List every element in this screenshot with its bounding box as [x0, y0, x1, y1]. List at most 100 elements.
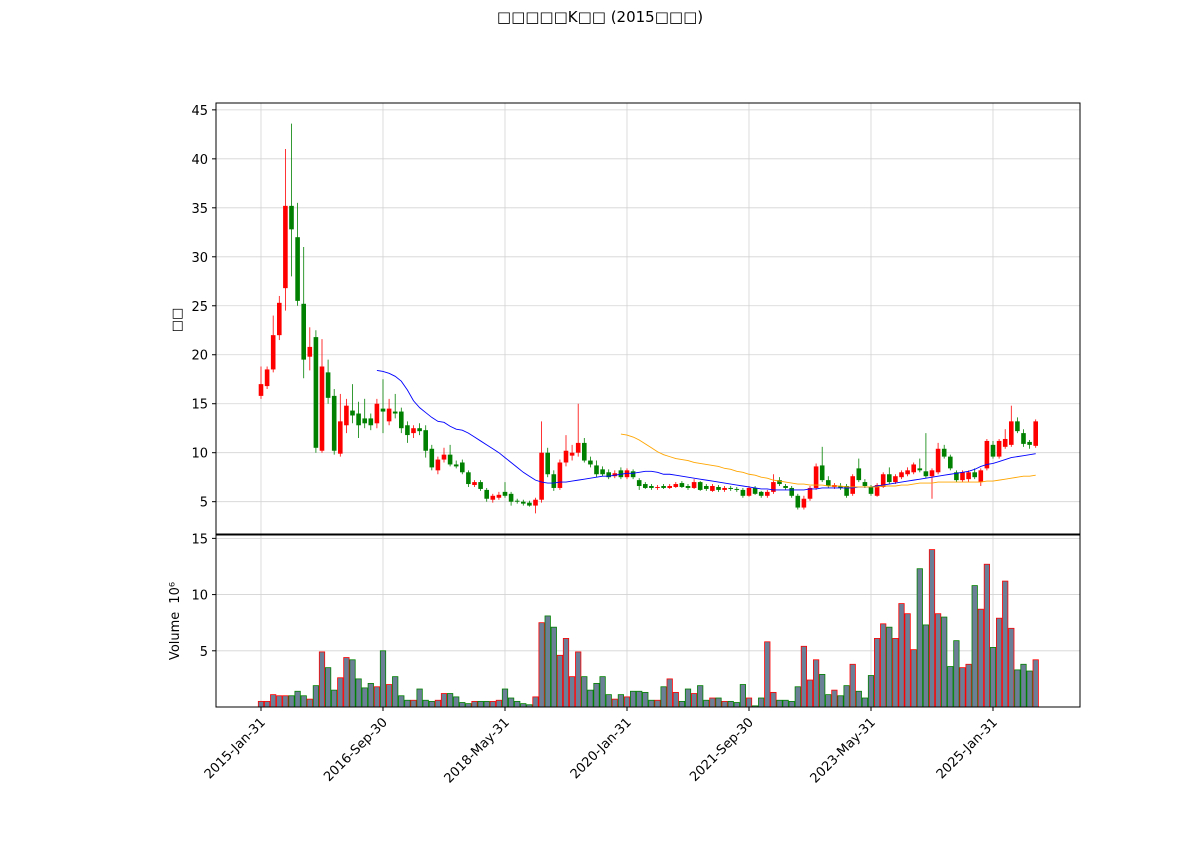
volume-bar [483, 700, 490, 708]
candle-body [948, 456, 953, 469]
volume-bar [794, 686, 801, 708]
candle-body [527, 502, 532, 506]
candle-body [563, 450, 569, 463]
candle-body [441, 454, 447, 460]
candle-body [978, 470, 984, 483]
candle-body [704, 486, 709, 489]
volume-bar [782, 699, 789, 708]
candle-body [929, 470, 935, 477]
volume-bar [776, 699, 783, 708]
candle-body [399, 411, 404, 429]
candle-body [765, 491, 770, 496]
volume-bar [349, 659, 356, 708]
candle-body [600, 469, 605, 475]
candle-body [453, 464, 459, 467]
candle-body [649, 486, 654, 488]
candle-body [661, 486, 666, 488]
candle-body [923, 471, 929, 477]
volume-bar [721, 700, 728, 708]
volume-bar [507, 697, 515, 708]
candle-body [270, 335, 276, 370]
volume-bar [928, 549, 936, 708]
volume-bar [428, 700, 435, 708]
candle-body [325, 372, 331, 398]
candle-body [405, 425, 410, 436]
volume-bar [605, 694, 612, 708]
volume-bar [849, 663, 856, 708]
volume-bar [1002, 580, 1009, 708]
volume-bar [709, 697, 716, 708]
y-tick-label: 10 [191, 447, 208, 462]
volume-bar [971, 585, 978, 708]
volume-bar [550, 626, 557, 708]
candle-body [490, 495, 496, 500]
volume-bar [654, 699, 661, 708]
candle-body [966, 472, 971, 480]
candle-body [417, 428, 422, 432]
candle-body [874, 485, 880, 496]
volume-offset-text: 10⁶ [168, 582, 183, 604]
y-tick-label: 5 [200, 496, 208, 511]
y-tick-label: 25 [191, 300, 208, 315]
y-tick-label: 20 [191, 349, 208, 364]
candle-body [697, 482, 703, 490]
candle-body [502, 491, 508, 496]
chart-title: □□□□□K□□ (2015□□□) [497, 8, 703, 26]
candle-body [795, 495, 801, 508]
volume-bar [758, 697, 765, 708]
volume-bar [727, 700, 734, 708]
candle-body [350, 410, 355, 416]
volume-bar [636, 690, 643, 708]
candle-body [289, 205, 294, 230]
volume-bar [800, 645, 808, 708]
candle-body [264, 369, 270, 387]
candle-body [1009, 421, 1014, 445]
x-tick-label: 2018-May-31 [442, 715, 513, 786]
candle-body [954, 472, 959, 481]
candle-body [496, 494, 502, 498]
volume-bar [501, 688, 509, 708]
volume-bar [410, 699, 417, 708]
candle-body [722, 487, 727, 490]
y-tick-label: 45 [191, 104, 208, 119]
candle-body [594, 465, 599, 475]
candle-body [344, 405, 349, 426]
candle-body [618, 470, 624, 478]
volume-bar [422, 699, 429, 708]
candle-body [838, 486, 843, 488]
volume-bar [270, 694, 277, 708]
candle-body [752, 487, 758, 494]
volume-bar [331, 689, 338, 708]
volume-bar [459, 702, 466, 708]
y-tick-label: 35 [191, 202, 208, 217]
volume-bar [861, 697, 869, 708]
volume-bar [678, 700, 686, 708]
x-tick-label: 2016-Sep-30 [321, 715, 391, 785]
volume-bar [788, 700, 795, 708]
volume-bar [935, 613, 942, 708]
candle-body [331, 395, 337, 451]
volume-bar [837, 695, 844, 708]
candle-body [636, 480, 642, 487]
volume-bar [263, 700, 271, 708]
candle-body [862, 482, 868, 487]
volume-bar [593, 682, 600, 708]
volume-bar [495, 699, 503, 708]
volume-bar [764, 641, 771, 708]
volume-bar [532, 696, 539, 708]
candle-body [295, 237, 300, 301]
candle-body [935, 448, 941, 473]
volume-bar [514, 700, 521, 708]
candle-body [338, 421, 343, 454]
volume-bar [489, 700, 496, 708]
volume-bar [318, 651, 326, 708]
candle-body [386, 408, 392, 422]
volume-bar [697, 685, 704, 708]
candle-body [911, 464, 916, 473]
volume-bar [953, 640, 960, 708]
volume-bar [361, 687, 368, 708]
volume-bar [257, 700, 265, 708]
ma-line [620, 433, 1036, 488]
candle-body [1002, 438, 1008, 447]
